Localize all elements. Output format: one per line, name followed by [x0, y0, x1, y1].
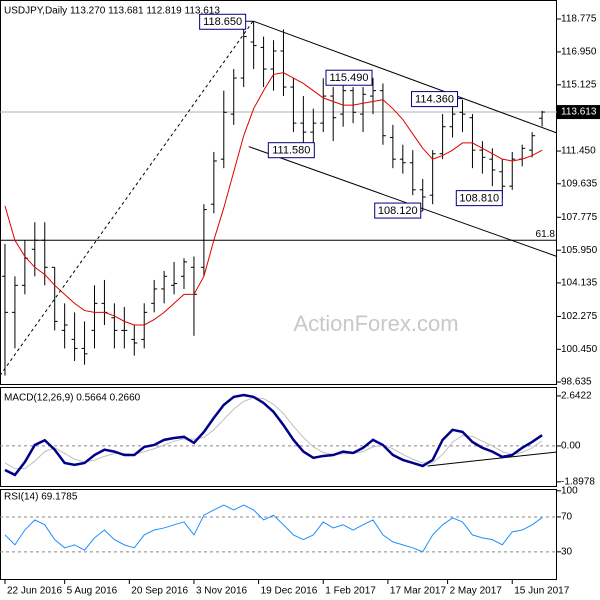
y-tick-label: 100.450 — [561, 344, 598, 355]
y-tick-label: 30 — [561, 546, 573, 557]
x-tick-label: 3 Nov 2016 — [196, 586, 248, 597]
x-tick-label: 22 Jun 2016 — [7, 586, 62, 597]
y-tick-label: 0.00 — [561, 441, 581, 452]
y-tick-label: 118.775 — [561, 14, 597, 25]
y-tick-label: 70 — [561, 512, 573, 523]
watermark: ActionForex.com — [293, 311, 458, 336]
annotation-box — [267, 142, 315, 159]
price-panel — [0, 0, 557, 385]
x-tick-label: 1 Feb 2017 — [325, 586, 376, 597]
y-tick-label: 111.450 — [561, 146, 596, 157]
moving-average — [4, 72, 543, 326]
y-tick-label: 107.775 — [561, 212, 598, 223]
y-tick-label: -1.8978 — [561, 476, 595, 487]
y-tick-label: 115.125 — [561, 79, 597, 90]
annotation-box — [374, 202, 422, 219]
y-tick-label: 100 — [561, 485, 578, 496]
annotation-box — [325, 69, 373, 86]
series-line — [4, 397, 543, 470]
x-tick-label: 5 Aug 2016 — [67, 586, 118, 597]
x-tick-label: 15 Jun 2017 — [514, 586, 569, 597]
annotation-label: 115.490 — [330, 72, 369, 84]
annotation-label: 114.360 — [415, 93, 454, 105]
rsi-panel — [0, 489, 557, 580]
y-tick-label: 104.135 — [561, 278, 598, 289]
level-label: 61.8 — [536, 229, 556, 240]
trend-line — [427, 451, 558, 467]
trend-line — [253, 20, 558, 134]
y-tick-label: 98.635 — [561, 377, 592, 388]
macd-title: MACD(12,26,9) 0.5664 0.2660 — [4, 393, 141, 404]
trend-line — [248, 146, 558, 257]
annotation-label: 111.580 — [272, 145, 310, 157]
x-tick-label: 20 Sep 2016 — [131, 586, 188, 597]
y-tick-label: 105.950 — [561, 245, 598, 256]
annotation-label: 118.650 — [203, 16, 242, 28]
y-tick-label: 2.6422 — [561, 391, 592, 402]
trend-line — [0, 20, 255, 376]
x-tick-label: 2 May 2017 — [450, 586, 503, 597]
annotation-box — [199, 13, 247, 30]
macd-panel — [0, 387, 557, 487]
x-tick-label: 19 Dec 2016 — [261, 586, 318, 597]
last-price-label: 113.613 — [561, 107, 597, 118]
y-tick-label: 116.950 — [561, 47, 597, 58]
price-title: USDJPY,Daily 113.270 113.681 112.819 113… — [4, 6, 220, 17]
last-price-box — [557, 105, 600, 120]
series-line — [4, 504, 543, 553]
y-tick-label: 109.635 — [561, 178, 598, 189]
rsi-title: RSI(14) 69.1785 — [4, 492, 78, 503]
annotation-box — [455, 190, 503, 207]
annotation-box — [411, 91, 459, 108]
annotation-label: 108.810 — [459, 193, 499, 205]
x-tick-label: 17 Mar 2017 — [390, 586, 447, 597]
annotation-label: 108.120 — [378, 205, 418, 217]
series-line — [4, 393, 543, 477]
y-tick-label: 102.275 — [561, 311, 598, 322]
